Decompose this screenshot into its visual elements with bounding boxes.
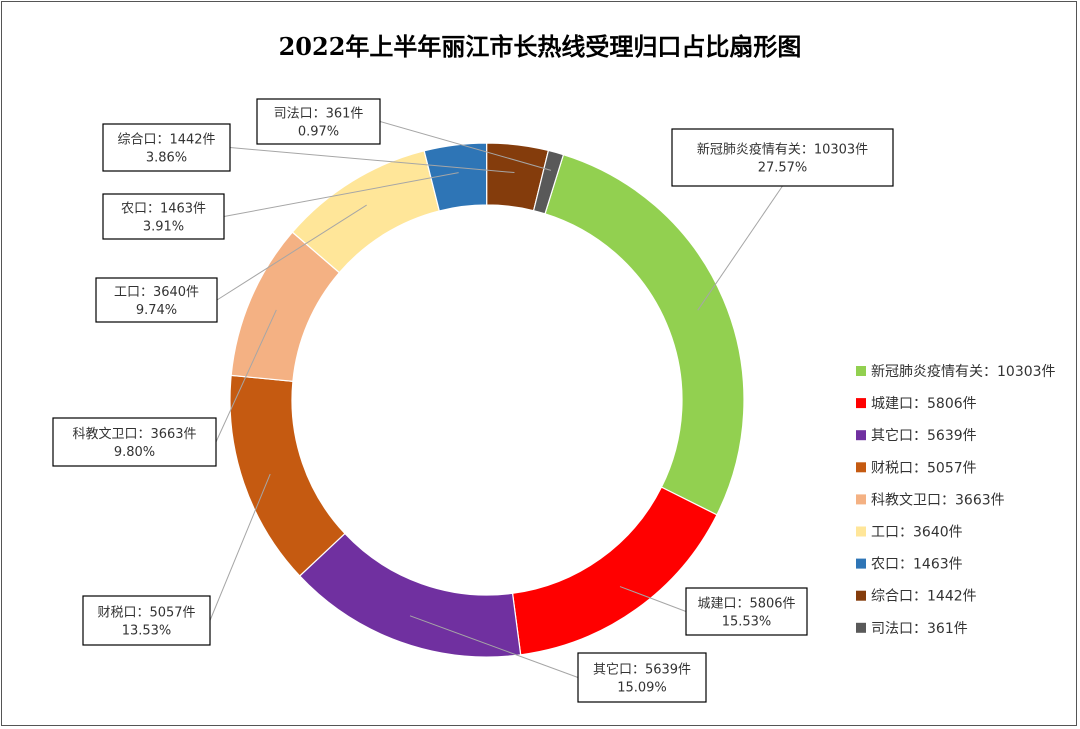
legend-label-5: 工口：3640件 (871, 525, 963, 541)
callout-6: 农口：1463件 3.91% (102, 193, 225, 240)
callout-percent-3: 13.53% (122, 624, 172, 639)
callout-1: 城建口：5806件 15.53% (685, 587, 808, 636)
callout-percent-8: 0.97% (298, 125, 339, 140)
callout-box-7 (102, 123, 231, 172)
leader-line-0 (697, 185, 783, 311)
legend-label-2: 其它口：5639件 (871, 427, 977, 444)
callout-8: 司法口：361件 0.97% (256, 98, 381, 145)
legend-item-3: 财税口：5057件 (856, 460, 977, 476)
legend-label-6: 农口：1463件 (871, 557, 963, 573)
callout-box-2 (577, 652, 707, 703)
legend-item-0: 新冠肺炎疫情有关：10303件 (856, 364, 1056, 380)
legend-swatch-4 (856, 494, 866, 505)
callout-percent-0: 27.57% (758, 161, 808, 176)
callout-label-5: 工口：3640件 (114, 285, 199, 300)
callout-percent-4: 9.80% (114, 445, 155, 460)
callout-percent-6: 3.91% (143, 220, 184, 235)
callout-percent-2: 15.09% (617, 681, 667, 696)
legend-label-0: 新冠肺炎疫情有关：10303件 (871, 364, 1056, 380)
leader-line-5 (216, 204, 367, 301)
callout-label-2: 其它口：5639件 (593, 662, 691, 678)
legend-swatch-7 (856, 590, 866, 601)
callout-2: 其它口：5639件 15.09% (577, 652, 707, 703)
legend-swatch-1 (856, 398, 866, 409)
leader-line-6 (223, 172, 459, 217)
legend-item-5: 工口：3640件 (856, 525, 963, 541)
slice-0 (544, 153, 745, 516)
legend-label-1: 城建口：5806件 (871, 396, 977, 412)
callout-percent-7: 3.86% (146, 151, 187, 166)
legend-label-3: 财税口：5057件 (871, 460, 977, 476)
callout-label-4: 科教文卫口：3663件 (72, 426, 196, 442)
callout-box-1 (685, 587, 808, 636)
legend-item-4: 科教文卫口：3663件 (856, 492, 1005, 508)
legend-swatch-8 (856, 622, 866, 633)
legend-swatch-2 (856, 430, 866, 441)
callout-label-6: 农口：1463件 (121, 202, 206, 217)
legend-item-8: 司法口：361件 (856, 621, 968, 637)
legend: 新冠肺炎疫情有关：10303件城建口：5806件其它口：5639件财税口：505… (856, 364, 1056, 637)
legend-label-4: 科教文卫口：3663件 (871, 492, 1005, 508)
callout-4: 科教文卫口：3663件 9.80% (52, 417, 217, 467)
chart-title: 2022年上半年丽江市长热线受理归口占比扇形图 (279, 32, 802, 61)
callout-box-3 (82, 595, 211, 646)
legend-item-1: 城建口：5806件 (856, 396, 977, 412)
legend-swatch-6 (856, 558, 866, 569)
legend-swatch-5 (856, 526, 866, 537)
callout-label-3: 财税口：5057件 (97, 606, 195, 621)
leader-line-8 (379, 121, 552, 171)
legend-swatch-0 (856, 366, 866, 376)
callout-7: 综合口：1442件 3.86% (102, 123, 231, 172)
legend-label-8: 司法口：361件 (871, 621, 968, 637)
legend-swatch-3 (856, 462, 866, 473)
legend-item-6: 农口：1463件 (856, 557, 963, 573)
callout-label-0: 新冠肺炎疫情有关：10303件 (697, 142, 868, 158)
leader-line-7 (229, 147, 515, 174)
callout-box-0 (671, 128, 894, 187)
callout-box-6 (102, 193, 225, 240)
callout-box-4 (52, 417, 217, 467)
callout-label-8: 司法口：361件 (274, 107, 364, 122)
slice-3 (229, 374, 346, 577)
leader-line-3 (209, 473, 271, 621)
leader-line-4 (215, 309, 277, 443)
slice-2 (298, 532, 522, 658)
callout-3: 财税口：5057件 13.53% (82, 595, 211, 646)
callout-percent-1: 15.53% (722, 615, 772, 630)
legend-item-2: 其它口：5639件 (856, 427, 977, 444)
callout-0: 新冠肺炎疫情有关：10303件 27.57% (671, 128, 894, 187)
callout-5: 工口：3640件 9.74% (95, 277, 218, 323)
callout-box-8 (256, 98, 381, 145)
callout-label-1: 城建口：5806件 (697, 597, 795, 612)
leader-lines (209, 121, 783, 678)
legend-item-7: 综合口：1442件 (856, 589, 977, 605)
leader-line-1 (619, 586, 687, 612)
callout-labels: 新冠肺炎疫情有关：10303件 27.57% 城建口：5806件 15.53% 其它口：… (52, 98, 894, 703)
slice-8 (532, 149, 565, 215)
legend-label-7: 综合口：1442件 (871, 589, 977, 605)
slices-layer (229, 142, 745, 658)
callout-label-7: 综合口：1442件 (117, 133, 215, 148)
leader-line-2 (409, 615, 579, 678)
callout-percent-5: 9.74% (136, 303, 177, 318)
callout-box-5 (95, 277, 218, 323)
